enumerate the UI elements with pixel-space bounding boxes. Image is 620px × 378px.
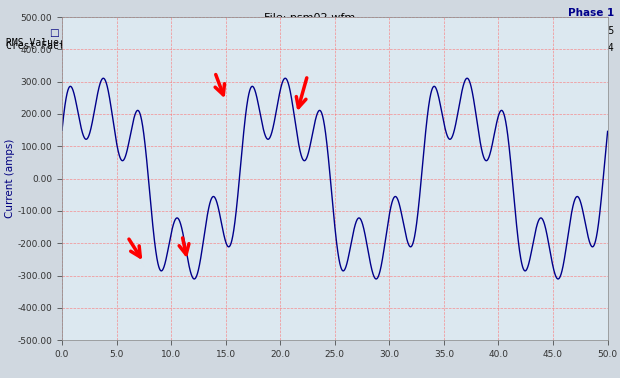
Text: True P.F.:    0.44: True P.F.: 0.44 [508,43,614,53]
Text: RMS Value:  171.743: RMS Value: 171.743 [6,38,118,48]
Text: True Power:   178776.5: True Power: 178776.5 [485,26,614,36]
Text: Phase 1: Phase 1 [567,8,614,18]
Text: Crest Factor   1.9: Crest Factor 1.9 [6,41,112,51]
Text: □  I1: □ I1 [50,28,76,38]
Y-axis label: Current (amps): Current (amps) [4,139,15,218]
Text: File: psm02.wfm: File: psm02.wfm [264,13,356,23]
